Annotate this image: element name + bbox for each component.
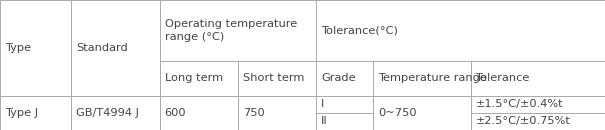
- Bar: [471, 113, 605, 130]
- Bar: [238, 61, 316, 96]
- Bar: [373, 61, 471, 96]
- Bar: [316, 113, 373, 130]
- Bar: [238, 96, 316, 130]
- Text: Short term: Short term: [243, 73, 304, 83]
- Text: Type J: Type J: [5, 108, 38, 118]
- Bar: [0, 96, 71, 130]
- Text: II: II: [321, 116, 328, 126]
- Bar: [316, 0, 605, 61]
- Bar: [316, 61, 373, 96]
- Text: Temperature range: Temperature range: [378, 73, 487, 83]
- Text: Type: Type: [5, 43, 31, 53]
- Text: GB/T4994 J: GB/T4994 J: [76, 108, 139, 118]
- Bar: [160, 96, 238, 130]
- Bar: [471, 96, 605, 113]
- Text: Tolerance: Tolerance: [476, 73, 530, 83]
- Text: Tolerance(°C): Tolerance(°C): [321, 26, 398, 35]
- Bar: [71, 96, 160, 130]
- Bar: [316, 96, 373, 113]
- Text: I: I: [321, 99, 325, 109]
- Bar: [471, 61, 605, 96]
- Text: Standard: Standard: [76, 43, 128, 53]
- Text: 750: 750: [243, 108, 264, 118]
- Bar: [71, 0, 160, 96]
- Text: Operating temperature
range (°C): Operating temperature range (°C): [165, 19, 297, 42]
- Text: Long term: Long term: [165, 73, 223, 83]
- Text: 0~750: 0~750: [378, 108, 417, 118]
- Bar: [160, 0, 316, 61]
- Bar: [373, 96, 471, 130]
- Bar: [160, 61, 238, 96]
- Text: ±1.5°C/±0.4%t: ±1.5°C/±0.4%t: [476, 99, 563, 109]
- Text: ±2.5°C/±0.75%t: ±2.5°C/±0.75%t: [476, 116, 571, 126]
- Bar: [0, 0, 71, 96]
- Text: 600: 600: [165, 108, 186, 118]
- Text: Grade: Grade: [321, 73, 356, 83]
